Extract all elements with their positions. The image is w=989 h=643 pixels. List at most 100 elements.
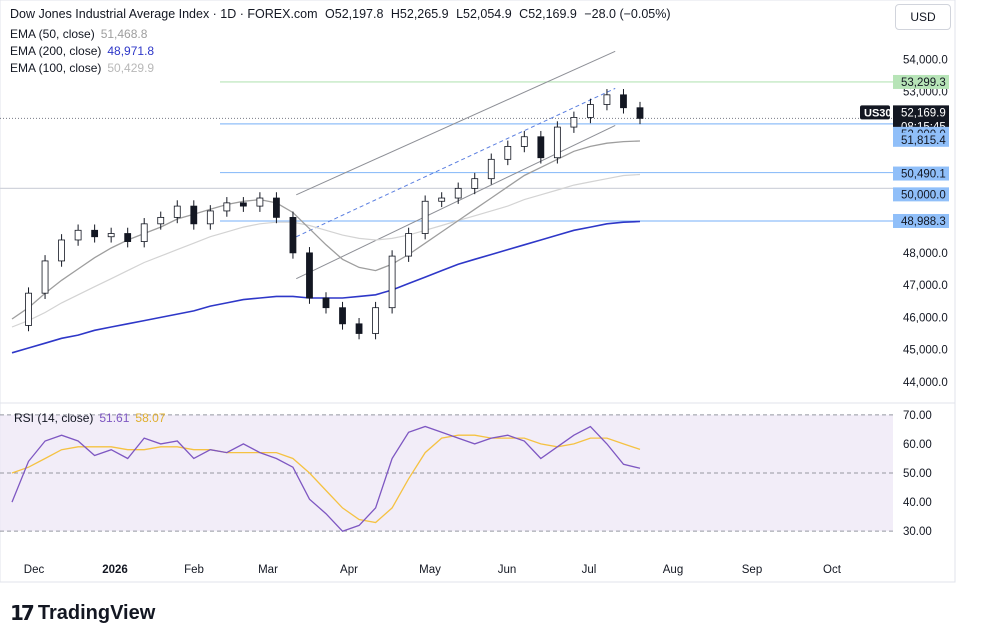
channel-lower-line <box>296 125 616 280</box>
ema-200-label: EMA (200, close) <box>10 44 102 58</box>
ema-100-value: 50,429.9 <box>107 61 155 75</box>
price-label-box <box>893 213 949 228</box>
rsi-axis-tick: 50.00 <box>903 468 932 480</box>
chart-frame <box>0 0 956 583</box>
candle-body <box>421 200 429 234</box>
symbol-tag-badge <box>860 105 890 120</box>
price-axis-tick: 47,000.0 <box>903 280 948 292</box>
ema-100-line <box>11 173 641 328</box>
rsi-ma-value: 58.07 <box>135 411 166 425</box>
candle-body <box>355 323 363 334</box>
rsi-axis-tick: 70.00 <box>903 410 932 422</box>
candle-body <box>520 136 528 147</box>
ohlc-high: H52,265.9 <box>390 7 449 21</box>
ema-50-legend[interactable]: EMA (50, close) 51,468.8 <box>10 27 147 41</box>
candle-body <box>471 178 479 189</box>
candle-body <box>454 187 462 199</box>
candle-body <box>553 126 561 159</box>
rsi-axis-tick: 60.00 <box>903 439 932 451</box>
price-label: 50,000.0 <box>901 189 946 201</box>
candle-body <box>438 197 446 202</box>
time-axis-label: Feb <box>184 564 204 576</box>
candle-body <box>157 216 165 225</box>
price-axis-tick: 54,000.0 <box>903 54 948 66</box>
time-axis-label: Aug <box>663 564 683 576</box>
rsi-legend[interactable]: RSI (14, close) 51.61 58.07 <box>14 411 165 425</box>
price-label: 52,169.9 <box>901 107 946 119</box>
rsi-ma-line <box>11 434 641 524</box>
price-axis-tick: 48,000.0 <box>903 248 948 260</box>
time-axis-label: 2026 <box>102 564 128 576</box>
symbol-title[interactable]: Dow Jones Industrial Average Index · 1D … <box>10 7 318 21</box>
candle-body <box>289 216 297 254</box>
price-axis-tick: 53,000.0 <box>903 87 948 99</box>
ema-200-legend[interactable]: EMA (200, close) 48,971.8 <box>10 44 154 58</box>
time-axis-label: Jun <box>498 564 517 576</box>
candle-body <box>256 197 264 207</box>
rsi-axis-tick: 40.00 <box>903 497 932 509</box>
candle-body <box>223 202 231 212</box>
candle-body <box>339 307 346 325</box>
rsi-value: 51.61 <box>99 411 130 425</box>
price-label-box <box>893 166 949 181</box>
candle-body <box>107 233 115 238</box>
candle-body <box>636 107 644 119</box>
rsi-axis-tick: 30.00 <box>903 526 932 538</box>
price-axis-tick: 45,000.0 <box>903 345 948 357</box>
price-label-box <box>893 187 949 202</box>
candle-body <box>58 239 65 262</box>
candle-body <box>140 223 148 242</box>
ohlc-low: L52,054.9 <box>456 7 512 21</box>
price-axis-tick: 44,000.0 <box>903 377 948 389</box>
ema-200-line <box>11 220 641 354</box>
price-label: 48,988.3 <box>901 216 946 228</box>
tradingview-logo-icon: 17 <box>10 601 35 625</box>
candle-body <box>190 205 198 225</box>
candle-body <box>570 117 578 128</box>
symbol-header: Dow Jones Industrial Average Index · 1D … <box>10 7 675 21</box>
candle-body <box>41 260 49 294</box>
price-label: 53,299.3 <box>901 77 946 89</box>
candle-body <box>239 202 247 207</box>
candle-body <box>620 94 627 109</box>
ema-200-value: 48,971.8 <box>107 44 155 58</box>
price-label-box <box>893 74 949 89</box>
ohlc-change: −28.0 (−0.05%) <box>584 7 671 21</box>
time-axis-label: Dec <box>24 564 45 576</box>
candle-body <box>603 94 611 105</box>
candle-body <box>206 210 214 225</box>
tradingview-wordmark: TradingView <box>37 601 156 624</box>
currency-button[interactable]: USD <box>895 4 951 30</box>
channel-mid-line <box>296 87 616 238</box>
ema-100-label: EMA (100, close) <box>10 61 102 75</box>
price-label: 51,815.4 <box>901 135 946 147</box>
candle-body <box>91 229 99 238</box>
candle-body <box>25 292 32 326</box>
tradingview-logo[interactable]: 17 TradingView <box>10 601 155 625</box>
candle-body <box>405 233 413 257</box>
time-axis-label: May <box>419 564 441 576</box>
candle-body <box>388 255 396 309</box>
rsi-line <box>11 425 641 532</box>
ohlc-close: C52,169.9 <box>519 7 577 21</box>
ema-100-legend[interactable]: EMA (100, close) 50,429.9 <box>10 61 154 75</box>
time-axis-label: Oct <box>823 564 842 576</box>
ema-50-line <box>11 140 641 320</box>
ohlc-open: O52,197.8 <box>325 7 384 21</box>
candle-body <box>273 197 280 218</box>
candle-body <box>74 229 82 241</box>
channel-upper-line <box>296 50 616 196</box>
candle-body <box>487 158 495 180</box>
price-axis-tick: 46,000.0 <box>903 312 948 324</box>
candle-body <box>322 297 330 309</box>
candle-body <box>504 146 512 160</box>
candle-body <box>173 205 181 218</box>
ema-50-label: EMA (50, close) <box>10 27 95 41</box>
candle-body <box>306 252 313 299</box>
time-axis-label: Jul <box>582 564 597 576</box>
candle-body <box>587 104 594 118</box>
time-axis-label: Mar <box>258 564 278 576</box>
candle-body <box>537 136 545 159</box>
time-axis-label: Sep <box>742 564 762 576</box>
